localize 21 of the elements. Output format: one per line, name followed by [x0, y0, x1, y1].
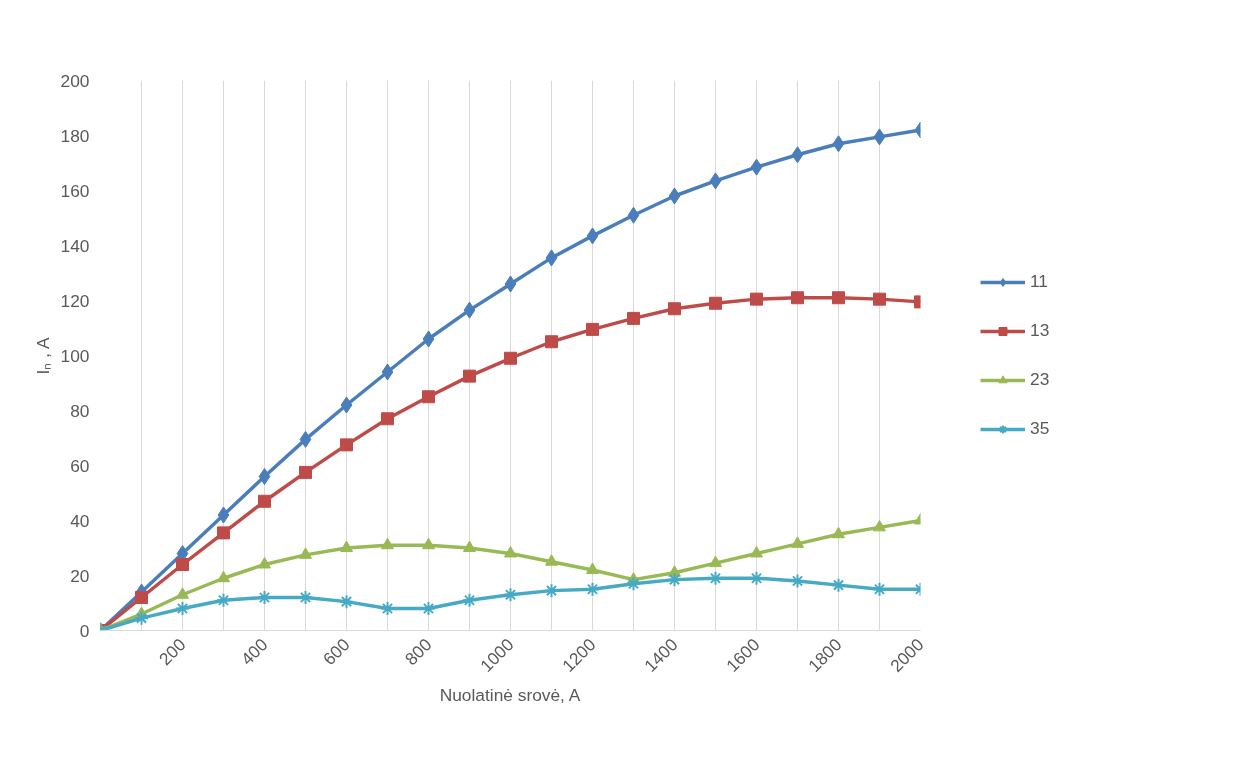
y-axis-title: Iₙ , A [32, 337, 53, 375]
y-tick-label: 100 [60, 345, 90, 366]
y-tick-label: 40 [70, 510, 90, 531]
legend-label: 35 [1030, 418, 1050, 439]
legend-label: 23 [1030, 369, 1050, 390]
x-tick-label: 200 [154, 634, 190, 670]
y-tick-label: 160 [60, 180, 90, 201]
y-tick-label: 20 [70, 565, 90, 586]
x-axis-title: Nuolatinė srovė, A [439, 685, 581, 706]
x-tick-label: 800 [400, 634, 436, 670]
legend-label: 11 [1030, 271, 1049, 292]
y-tick-label: 140 [60, 235, 90, 256]
y-tick-label: 80 [70, 400, 90, 421]
x-tick-label: 600 [318, 634, 354, 670]
y-tick-label: 120 [60, 290, 90, 311]
x-tick-label: 400 [236, 634, 272, 670]
legend-label: 13 [1030, 320, 1050, 341]
y-tick-label: 180 [60, 125, 90, 146]
y-tick-label: 200 [60, 70, 90, 91]
y-tick-label: 0 [79, 620, 90, 641]
y-tick-label: 60 [70, 455, 90, 476]
